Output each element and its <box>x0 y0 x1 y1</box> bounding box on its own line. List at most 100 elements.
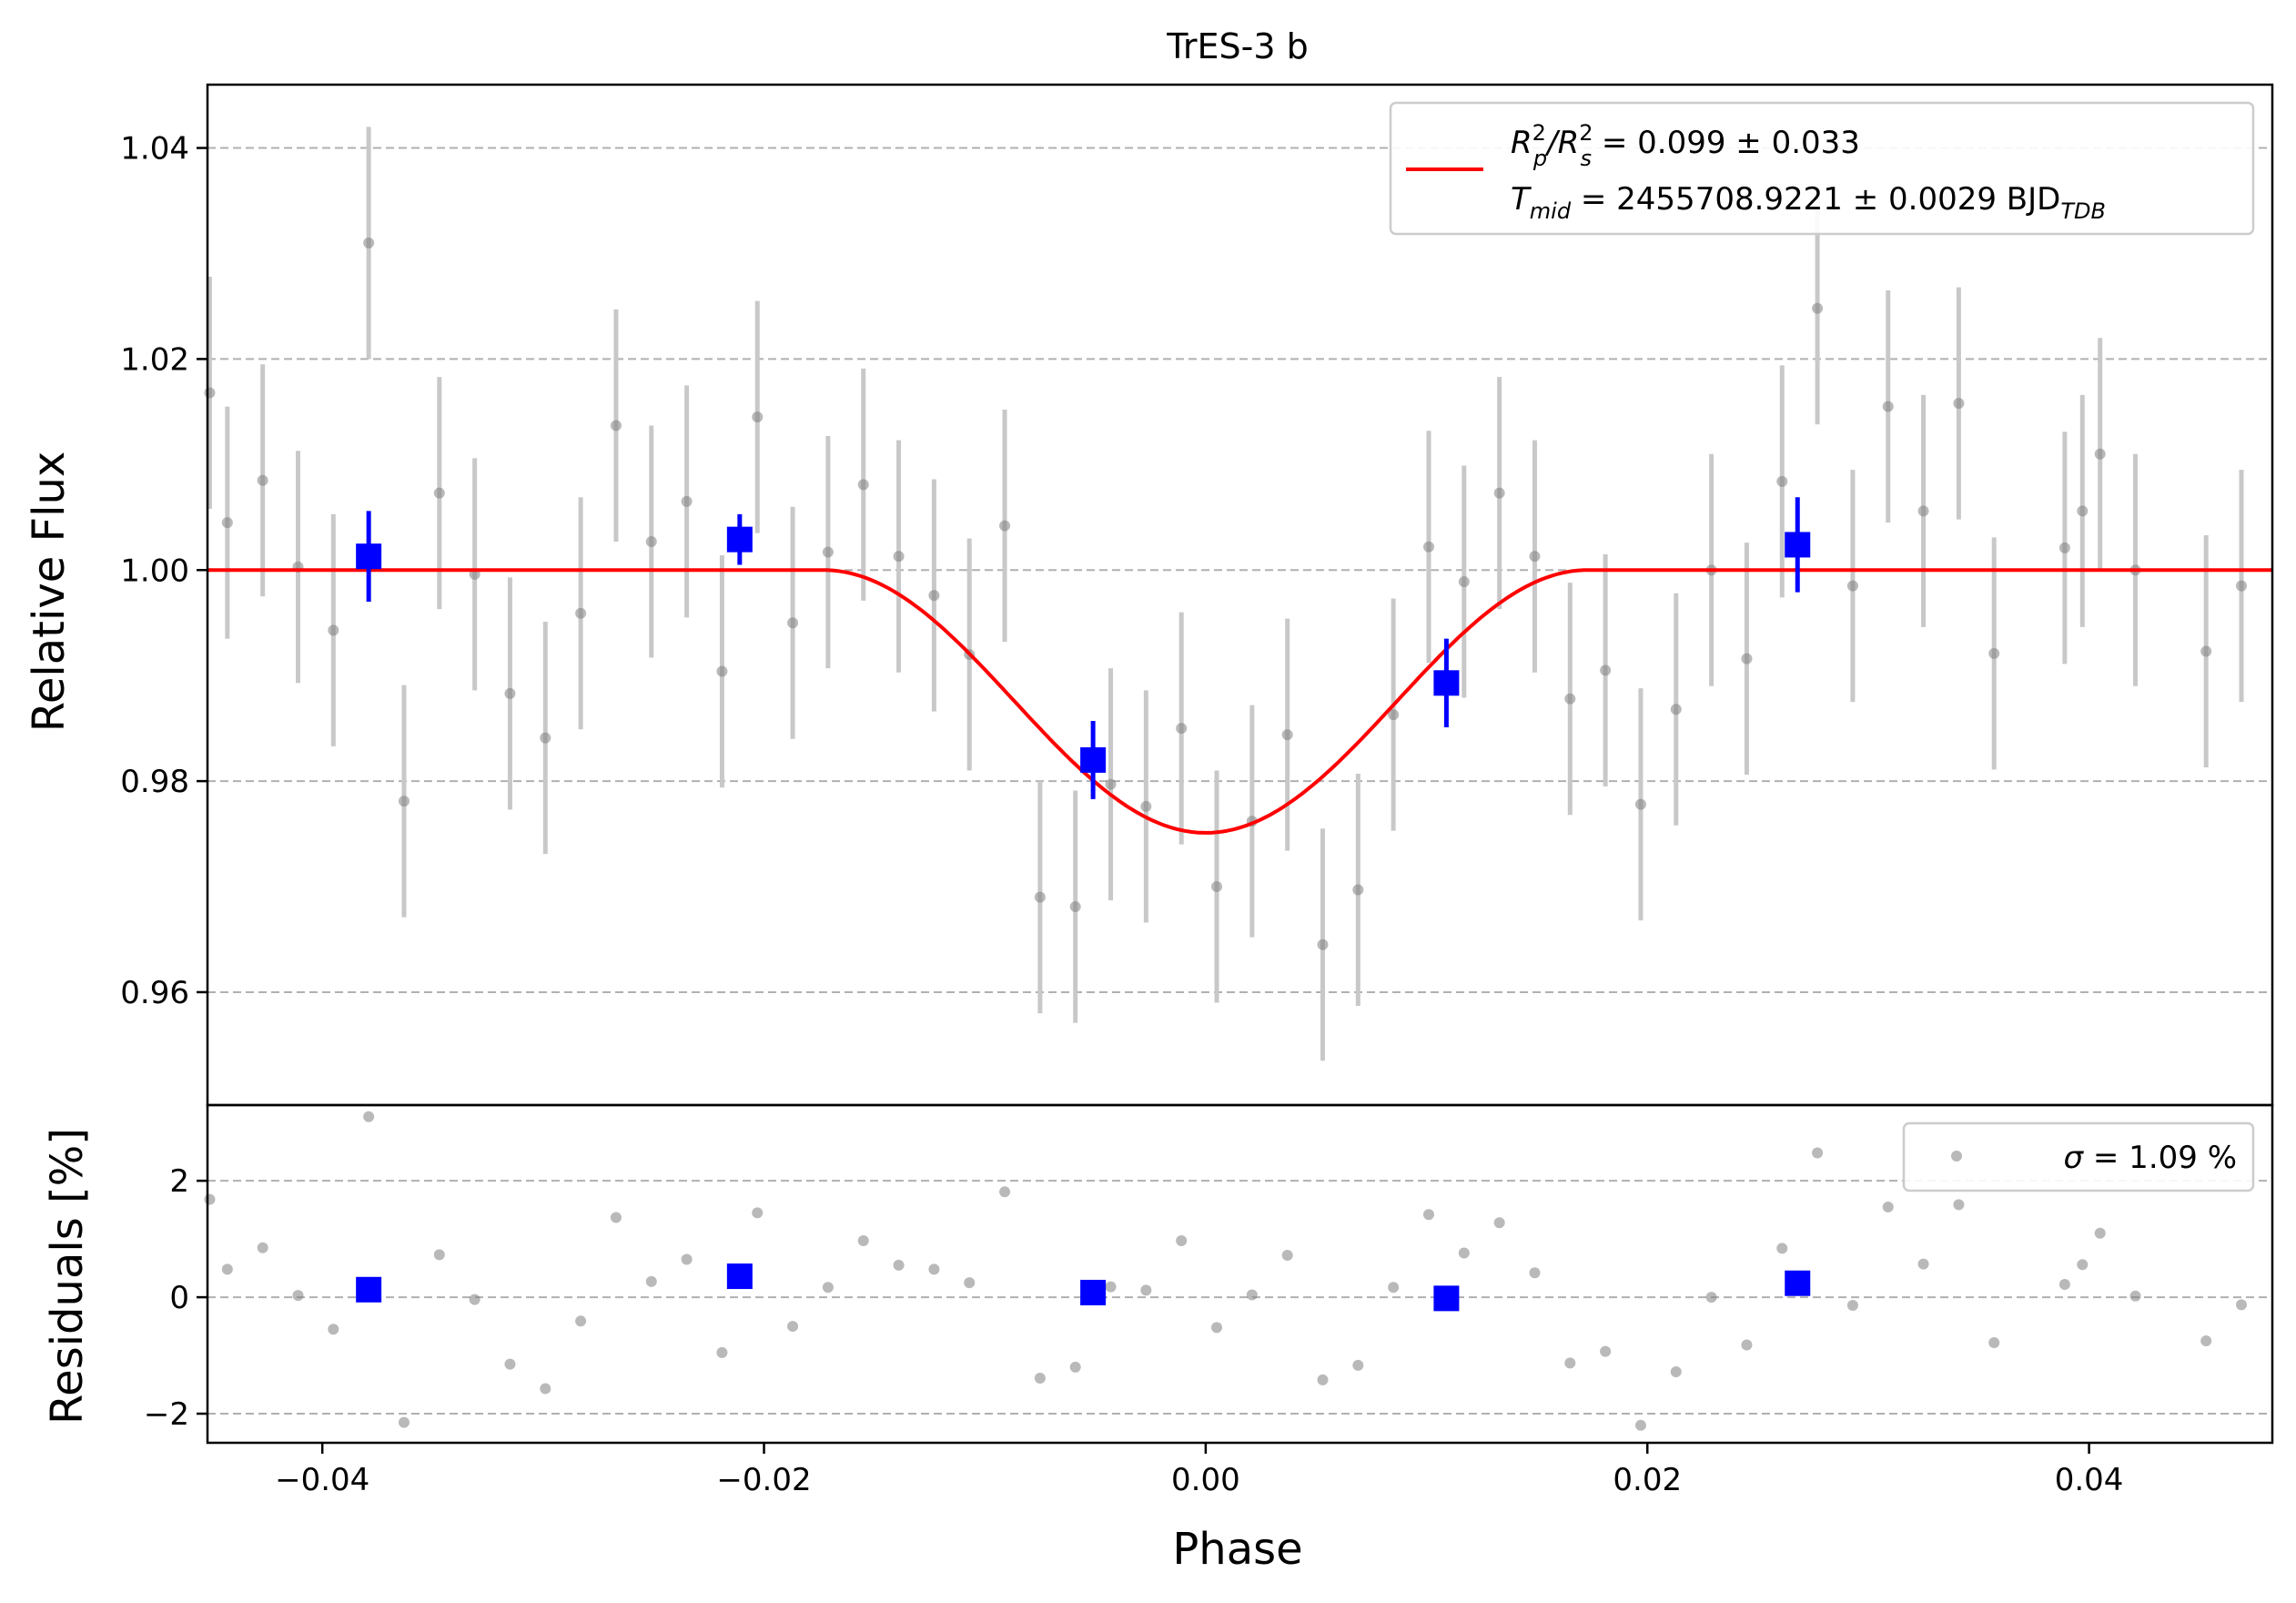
x-axis: −0.04 −0.02 0.00 0.02 0.04 Phase <box>275 1443 2123 1575</box>
residual-point <box>857 1235 869 1247</box>
xtick-label: −0.02 <box>716 1462 811 1498</box>
residual-point <box>1211 1322 1223 1334</box>
data-point <box>1917 505 1929 517</box>
data-point <box>645 535 657 547</box>
residual-point <box>1034 1372 1046 1384</box>
residual-point <box>328 1324 339 1335</box>
residual-point <box>2094 1227 2106 1239</box>
residual-point <box>575 1315 587 1327</box>
residual-point <box>1741 1339 1753 1351</box>
residual-point <box>822 1282 834 1294</box>
residual-point <box>221 1263 233 1275</box>
data-point <box>2200 645 2212 657</box>
top-ytick-label: 1.00 <box>120 553 189 589</box>
data-point <box>2058 542 2070 553</box>
data-point <box>1422 541 1434 553</box>
binned-point <box>1080 746 1107 773</box>
data-point <box>999 520 1011 532</box>
residual-point <box>999 1186 1011 1198</box>
residual-binned-points <box>356 1263 1811 1312</box>
bottom-y-ticks: −2 0 2 <box>144 1163 207 1433</box>
data-point <box>2094 448 2106 460</box>
residual-point <box>204 1193 216 1205</box>
legend-line-1: R2 p/R2 s = 0.099 ± 0.033 <box>1511 120 1860 171</box>
data-point <box>1600 665 1612 676</box>
residual-point <box>504 1358 516 1370</box>
legend-sigma-text: σ = 1.09 % <box>2064 1140 2237 1176</box>
residual-point <box>1953 1199 1965 1211</box>
residual-point <box>1388 1282 1400 1294</box>
x-axis-label: Phase <box>1172 1524 1302 1575</box>
bottom-ytick-label: −2 <box>144 1396 189 1433</box>
data-point <box>893 551 905 563</box>
data-point <box>1529 551 1541 563</box>
data-point <box>328 624 339 636</box>
legend-depth-value: = 0.099 ± 0.033 <box>1592 125 1860 161</box>
residual-point <box>292 1290 304 1302</box>
data-point <box>1317 938 1329 950</box>
residual-point <box>645 1275 657 1287</box>
bottom-legend: σ = 1.09 % <box>1902 1121 2255 1192</box>
bottom-ytick-label: 2 <box>169 1163 189 1200</box>
top-legend-box <box>1389 101 2255 236</box>
residual-point <box>1988 1336 2000 1348</box>
top-y-axis-label: Relative Flux <box>24 451 75 733</box>
legend-residual-marker <box>1951 1151 1962 1162</box>
residual-point <box>1634 1419 1646 1431</box>
legend-tmid-value: = 2455708.9221 ± 0.0029 BJD <box>1571 181 2060 218</box>
residual-point <box>1281 1250 1293 1262</box>
data-point <box>1069 901 1081 913</box>
data-point <box>1105 778 1117 790</box>
residual-binned-point <box>726 1263 753 1290</box>
binned-point <box>1785 532 1811 558</box>
residual-point <box>752 1207 764 1219</box>
data-point <box>1388 709 1400 721</box>
residual-point <box>540 1383 551 1395</box>
residual-point <box>2058 1279 2070 1291</box>
bottom-y-axis-label: Residuals [%] <box>42 1128 93 1425</box>
data-point <box>1741 653 1753 665</box>
data-point <box>1211 881 1223 893</box>
top-legend: R2 p/R2 s = 0.099 ± 0.033 Tmid = 2455708.9… <box>1389 101 2255 236</box>
data-point <box>857 479 869 491</box>
residual-point <box>1670 1365 1682 1377</box>
residual-binned-point <box>356 1276 382 1303</box>
residual-point <box>1317 1374 1329 1385</box>
legend-rp: R <box>1511 125 1532 161</box>
residual-binned-point <box>1785 1270 1811 1296</box>
residual-point <box>469 1294 480 1305</box>
data-point <box>928 590 940 602</box>
residual-point <box>1705 1292 1717 1304</box>
data-point <box>610 420 622 431</box>
data-point <box>363 237 375 249</box>
residual-point <box>1846 1300 1858 1312</box>
data-point <box>1634 798 1646 810</box>
bottom-ytick-label: 0 <box>169 1280 189 1316</box>
data-point <box>822 546 834 558</box>
residual-point <box>1917 1258 1929 1270</box>
residual-point <box>1458 1247 1470 1259</box>
data-point <box>1846 580 1858 592</box>
residual-point <box>787 1321 799 1333</box>
residual-point <box>964 1277 976 1289</box>
top-ytick-label: 1.02 <box>120 341 189 378</box>
data-point <box>1140 800 1152 812</box>
residual-point <box>2236 1299 2248 1311</box>
bottom-legend-box <box>1902 1121 2255 1192</box>
data-point <box>1953 398 1965 410</box>
data-point <box>1882 401 1894 412</box>
legend-rp-sup: 2 <box>1532 120 1546 146</box>
legend-rp-sub: p <box>1532 146 1547 171</box>
xtick-label: −0.04 <box>275 1462 369 1498</box>
residual-point <box>1812 1147 1824 1159</box>
residual-point <box>1882 1201 1894 1212</box>
residual-point <box>2129 1290 2141 1302</box>
residual-point <box>716 1346 728 1358</box>
residual-point <box>2077 1259 2089 1271</box>
data-point <box>204 387 216 399</box>
data-point <box>681 495 693 507</box>
residual-point <box>257 1242 268 1253</box>
residual-point <box>1140 1284 1152 1296</box>
legend-sigma-symbol: σ <box>2064 1140 2085 1176</box>
residual-point <box>433 1249 445 1261</box>
